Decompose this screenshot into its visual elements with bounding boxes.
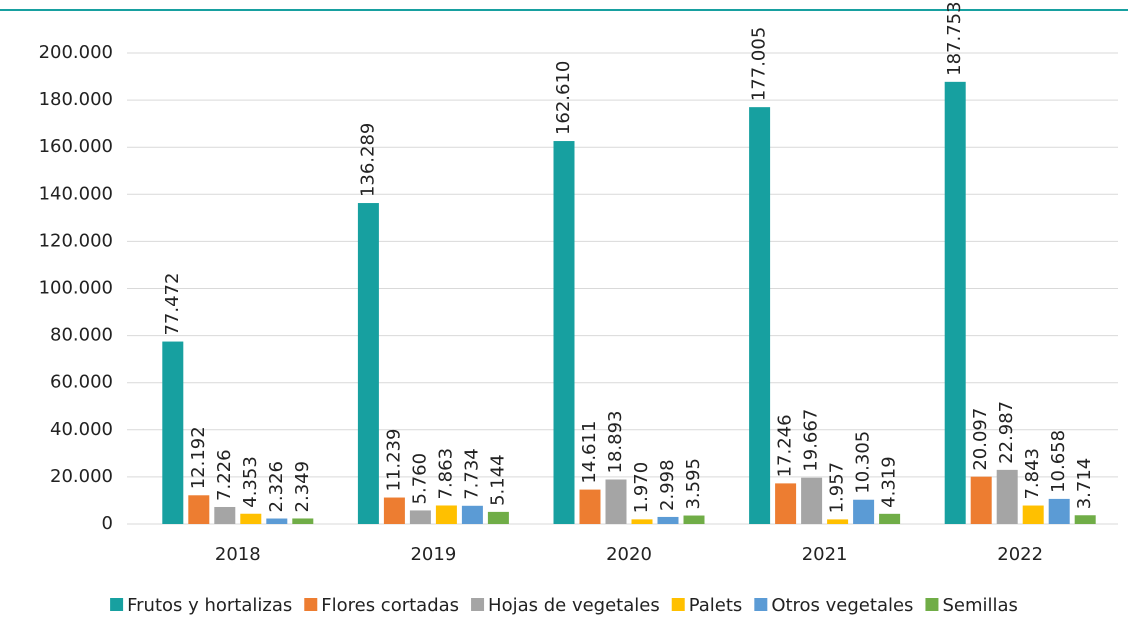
bar	[383, 497, 405, 524]
x-tick-label: 2021	[802, 544, 848, 565]
legend-swatch	[471, 598, 485, 611]
y-tick-label: 80.000	[50, 325, 113, 346]
data-label: 14.611	[579, 421, 600, 484]
x-tick-label: 2022	[997, 544, 1043, 565]
data-label: 7.843	[1022, 448, 1043, 500]
data-label: 3.595	[683, 458, 704, 510]
legend-swatch	[754, 598, 768, 611]
x-tick-label: 2020	[606, 544, 652, 565]
data-label: 1.970	[631, 462, 652, 514]
y-tick-label: 60.000	[50, 372, 113, 393]
bar	[749, 107, 771, 524]
bar	[487, 511, 509, 524]
bar	[827, 519, 849, 524]
x-tick-label: 2018	[215, 544, 261, 565]
bar	[944, 81, 966, 525]
legend-label: Flores cortadas	[321, 595, 459, 616]
bar	[683, 515, 705, 524]
data-label: 17.246	[775, 414, 796, 477]
data-label: 136.289	[357, 123, 378, 197]
y-tick-label: 120.000	[39, 230, 113, 251]
bar	[1048, 498, 1070, 524]
data-label: 177.005	[749, 27, 770, 101]
bar	[801, 477, 823, 524]
bar	[409, 510, 431, 524]
legend-label: Palets	[689, 595, 743, 616]
data-label: 4.353	[240, 456, 261, 508]
bar	[357, 203, 379, 524]
data-label: 5.144	[487, 454, 508, 506]
data-label: 19.667	[801, 409, 822, 472]
bar	[775, 483, 797, 524]
y-tick-label: 100.000	[39, 278, 113, 299]
data-label: 187.753	[944, 1, 965, 75]
data-label: 12.192	[188, 426, 209, 489]
legend-label: Hojas de vegetales	[488, 595, 660, 616]
data-label: 7.863	[435, 448, 456, 500]
data-label: 2.998	[657, 459, 678, 511]
legend-label: Frutos y hortalizas	[127, 595, 292, 616]
bar	[435, 505, 457, 524]
data-label: 1.957	[827, 462, 848, 514]
bar	[214, 506, 236, 524]
bar	[461, 505, 483, 524]
legend-label: Semillas	[942, 595, 1017, 616]
data-label: 77.472	[162, 273, 183, 336]
data-label: 7.734	[461, 448, 482, 500]
bar	[879, 513, 901, 524]
data-label: 4.319	[879, 456, 900, 508]
data-label: 10.305	[853, 431, 874, 494]
bar	[240, 513, 262, 524]
data-label: 162.610	[553, 61, 574, 135]
y-tick-label: 40.000	[50, 419, 113, 440]
data-label: 7.226	[214, 449, 235, 501]
bar	[853, 499, 875, 524]
bar	[292, 518, 314, 524]
bar	[970, 476, 992, 524]
bar	[605, 479, 627, 524]
legend-swatch	[671, 598, 685, 611]
y-tick-label: 180.000	[39, 89, 113, 110]
data-label: 11.239	[383, 429, 404, 492]
top-rule	[0, 9, 1128, 11]
bar	[1074, 515, 1096, 524]
y-tick-label: 0	[102, 513, 113, 534]
bar	[579, 489, 601, 524]
bar	[188, 495, 210, 524]
data-label: 22.987	[996, 401, 1017, 464]
bar	[996, 469, 1018, 524]
data-label: 5.760	[409, 453, 430, 505]
bar	[657, 516, 679, 524]
y-tick-label: 20.000	[50, 466, 113, 487]
y-tick-label: 140.000	[39, 183, 113, 204]
x-tick-label: 2019	[410, 544, 456, 565]
data-label: 10.658	[1048, 430, 1069, 493]
bar	[631, 519, 653, 524]
bar	[162, 341, 184, 524]
data-label: 3.714	[1074, 458, 1095, 510]
data-label: 18.893	[605, 411, 626, 474]
data-label: 2.326	[266, 461, 287, 513]
legend-label: Otros vegetales	[771, 595, 913, 616]
legend-swatch	[925, 598, 939, 611]
bar	[1022, 505, 1044, 524]
legend-swatch	[110, 598, 124, 611]
data-label: 20.097	[970, 408, 991, 471]
data-label: 2.349	[292, 461, 313, 513]
legend-swatch	[304, 598, 318, 611]
bar	[266, 518, 288, 524]
y-tick-label: 160.000	[39, 136, 113, 157]
y-tick-label: 200.000	[39, 42, 113, 63]
bar	[553, 141, 575, 524]
